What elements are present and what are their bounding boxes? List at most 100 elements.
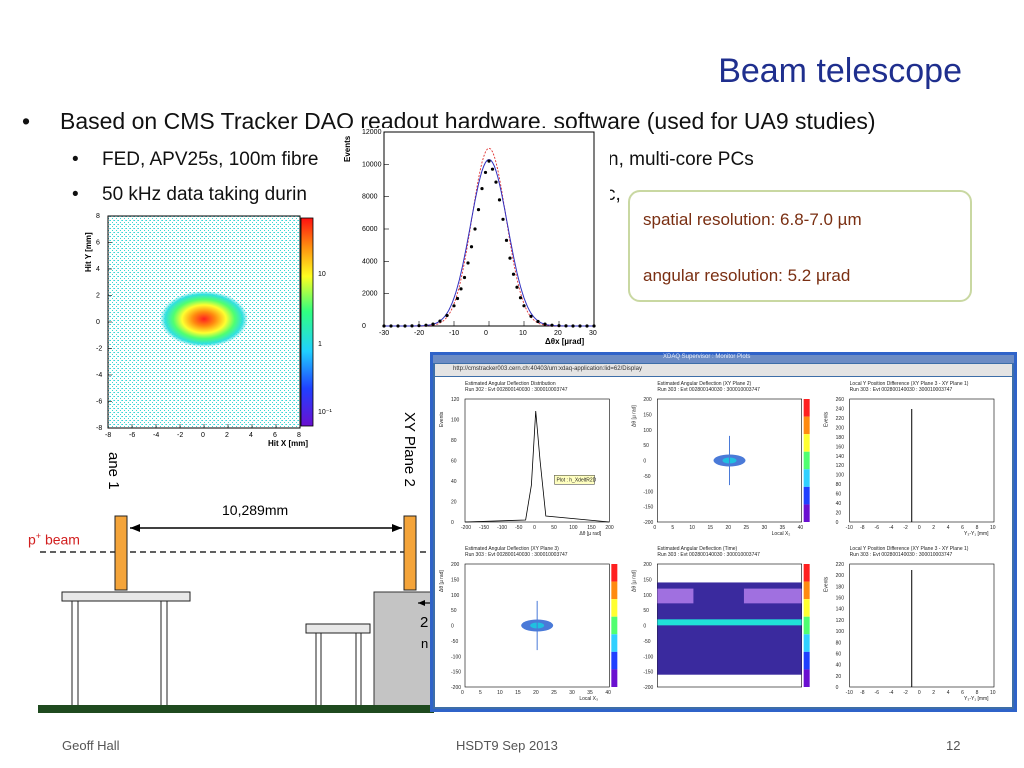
panel-ytick: 100 bbox=[643, 593, 652, 599]
panel-xtick: -2 bbox=[903, 525, 908, 531]
panel-xtick: -10 bbox=[846, 525, 853, 531]
panel-run: Run 303 : Evt 002800140030 : 30001000374… bbox=[657, 387, 760, 393]
panel-frame bbox=[464, 398, 610, 523]
beam-spot bbox=[160, 291, 248, 347]
data-point bbox=[487, 159, 491, 163]
footer-event: HSDT9 Sep 2013 bbox=[456, 738, 558, 753]
data-point bbox=[417, 324, 421, 328]
panel-ytick: 140 bbox=[836, 607, 845, 613]
floor bbox=[38, 705, 434, 713]
panel-xtick: 6 bbox=[961, 525, 964, 531]
panel-xtick: 35 bbox=[780, 525, 786, 531]
sub-bullet-text: 50 kHz data taking durin bbox=[102, 184, 307, 205]
panel-xtick: 4 bbox=[947, 525, 950, 531]
colorbar-segment bbox=[611, 616, 618, 635]
panel-xtick: 35 bbox=[587, 690, 593, 696]
hitmap-ytick-label: -4 bbox=[96, 372, 102, 379]
data-point bbox=[508, 256, 512, 260]
panel-xtick: 0 bbox=[461, 690, 464, 696]
panel-histogram bbox=[464, 410, 610, 523]
panel-run: Run 303 : Evt 002800140030 : 30001000374… bbox=[850, 552, 953, 558]
monitor-panel: Estimated Angular Deflection (XY Plane 2… bbox=[631, 381, 810, 537]
panel-ytick: -100 bbox=[643, 654, 653, 660]
panel-colorbar bbox=[611, 564, 618, 687]
beam-label-rest: beam bbox=[41, 531, 80, 548]
panel-ytick: 0 bbox=[836, 685, 839, 691]
colorbar-segment bbox=[803, 434, 810, 452]
panel-ytick: -200 bbox=[643, 685, 653, 691]
panel-xtick: -8 bbox=[860, 690, 865, 696]
panel-xtick: 15 bbox=[707, 525, 713, 531]
data-point bbox=[483, 170, 488, 175]
table-2-leg bbox=[355, 632, 362, 708]
panel-ytick: 200 bbox=[643, 562, 652, 568]
chart-xlabel: Δθx [µrad] bbox=[545, 337, 584, 346]
colorbar-segment bbox=[611, 599, 618, 617]
plane-2-label: XY Plane 2 bbox=[401, 412, 418, 487]
chart-ytick-label: 12000 bbox=[362, 129, 382, 136]
panel-ytick: 50 bbox=[643, 608, 649, 614]
panel-ytick: 200 bbox=[451, 562, 460, 568]
chart-xtick-label: 20 bbox=[554, 330, 562, 337]
panel-xtick: 30 bbox=[569, 690, 575, 696]
data-point bbox=[445, 313, 449, 318]
hitmap-xtick-label: 2 bbox=[225, 432, 229, 439]
panel-ytick: 60 bbox=[451, 459, 457, 465]
angular-resolution: angular resolution: 5.2 µrad bbox=[643, 266, 851, 285]
panel-ytick: 0 bbox=[643, 624, 646, 630]
support-block bbox=[373, 591, 435, 709]
panel-xlabel: Δθ [µ rad] bbox=[579, 531, 601, 537]
data-point bbox=[571, 324, 575, 328]
url-bar[interactable]: http://cmstracker003.cern.ch:40403/urn:x… bbox=[435, 364, 1012, 376]
panel-title: Estimated Angular Deflection (XY Plane 3… bbox=[465, 546, 559, 552]
panel-ytick: 120 bbox=[451, 397, 460, 403]
panel-xtick: 20 bbox=[726, 525, 732, 531]
chart-xtick-label: -20 bbox=[414, 330, 424, 337]
panel-ytick: 50 bbox=[451, 608, 457, 614]
panel-ytick: -150 bbox=[643, 505, 653, 511]
chart-xtick-label: -30 bbox=[379, 330, 389, 337]
panel-xtick: 50 bbox=[551, 525, 557, 531]
panel-ytick: -50 bbox=[451, 639, 458, 645]
monitor-panel: Local Y Position Difference (XY Plane 3 … bbox=[824, 381, 996, 537]
panel-ytick: 80 bbox=[836, 640, 842, 646]
panel-ylabel: Δθ [µ rad] bbox=[439, 570, 445, 592]
beam-label: p+ beam bbox=[28, 531, 80, 548]
partial-label: n bbox=[421, 636, 429, 651]
panel-ytick: 100 bbox=[451, 593, 460, 599]
data-point bbox=[462, 275, 467, 280]
chart-xtick-label: 0 bbox=[484, 330, 488, 337]
panel-ytick: 240 bbox=[836, 406, 845, 412]
panel-xlabel: Y₃-Y₁ [mm] bbox=[964, 531, 989, 537]
monitor-panel: Estimated Angular Deflection (XY Plane 3… bbox=[439, 546, 618, 702]
panel-xlabel: Local X₃ bbox=[579, 696, 598, 702]
panel-xtick: 10 bbox=[689, 525, 695, 531]
url-text: http://cmstracker003.cern.ch:40403/urn:x… bbox=[453, 366, 642, 372]
data-point bbox=[459, 287, 463, 291]
panel-xtick: 6 bbox=[961, 690, 964, 696]
panel-ytick: 0 bbox=[836, 520, 839, 526]
plane-1 bbox=[114, 515, 128, 591]
panel-ytick: -50 bbox=[643, 639, 650, 645]
panel-xtick: 0 bbox=[533, 525, 536, 531]
panel-ylabel: Δθ [µ rad] bbox=[631, 570, 637, 592]
panel-ytick: 100 bbox=[836, 473, 845, 479]
data-point bbox=[455, 296, 460, 301]
table-2-top bbox=[305, 623, 371, 634]
colorbar-segment bbox=[803, 504, 810, 522]
data-point bbox=[550, 323, 554, 327]
arrow-head-right bbox=[392, 524, 402, 532]
angular-deflection-chart: 0 2000 4000 6000 8000 10000 12000 -30 -20 -10 0 10… bbox=[340, 128, 610, 350]
panel-ylabel: Δθ [µ rad] bbox=[631, 405, 637, 427]
panel-ytick: 80 bbox=[836, 482, 842, 488]
colorbar-segment bbox=[803, 469, 810, 487]
data-point bbox=[529, 314, 533, 318]
monitor-panel: Estimated Angular Deflection Distributio… bbox=[439, 381, 614, 537]
panel-ytick: 120 bbox=[836, 618, 845, 624]
resolution-box: spatial resolution: 6.8-7.0 µm angular r… bbox=[628, 190, 972, 302]
plots-area: Estimated Angular Deflection Distributio… bbox=[435, 377, 1012, 707]
data-point bbox=[536, 319, 540, 324]
panel-colorbar bbox=[803, 399, 810, 522]
panel-ytick: 20 bbox=[451, 500, 457, 506]
plot-tooltip-text: Plot : h_XdeltR2D bbox=[556, 477, 596, 483]
